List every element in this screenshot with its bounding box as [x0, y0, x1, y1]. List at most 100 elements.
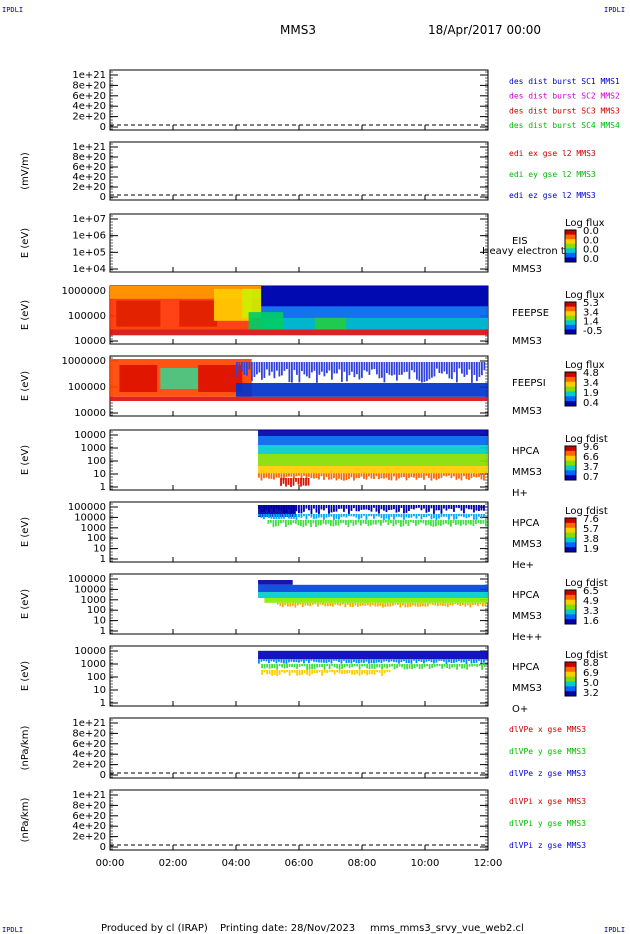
spectrogram-speckle: [383, 362, 386, 383]
spectrogram-speckle: [310, 659, 313, 661]
spectrogram-speckle: [375, 505, 378, 512]
spectrogram-speckle: [350, 520, 352, 523]
colorbar-segment: [565, 257, 576, 263]
spectrogram-speckle: [248, 362, 251, 370]
colorbar-segment: [565, 248, 576, 254]
spectrogram-speckle: [454, 602, 457, 605]
spectrogram-speckle: [400, 473, 403, 478]
spectrogram-speckle: [465, 505, 468, 509]
spectrogram-speckle: [400, 514, 403, 518]
spectrogram-speckle: [418, 362, 421, 381]
spectrogram-speckle: [458, 664, 461, 667]
spectrogram-speckle: [415, 505, 418, 509]
spectrogram-speckle: [296, 670, 298, 676]
colorbar-segment: [565, 391, 576, 397]
spectrogram-speckle: [391, 664, 393, 667]
spectrogram-speckle: [325, 659, 328, 664]
spectrogram-speckle: [343, 505, 345, 512]
spectrogram-block: [179, 300, 218, 327]
spectrogram-speckle: [258, 473, 260, 478]
colorbar-segment: [565, 599, 576, 606]
spectrogram-speckle: [341, 362, 343, 382]
spectrogram-speckle: [362, 520, 365, 524]
spectrogram-speckle: [453, 659, 455, 663]
spectrogram-speckle: [314, 602, 317, 605]
spectrogram-speckle: [480, 505, 483, 511]
spectrogram-speckle: [483, 659, 485, 663]
spectrogram-speckle: [297, 478, 300, 485]
spectrogram-speckle: [375, 514, 378, 517]
spectrogram-speckle: [366, 362, 368, 372]
y-tick-label: 0: [100, 192, 106, 203]
spectrogram-speckle: [416, 602, 419, 607]
instrument-label: MMS3: [512, 336, 542, 347]
spectrogram-speckle: [430, 473, 433, 481]
spectrogram-speckle: [442, 520, 445, 525]
spectrogram-speckle: [328, 505, 330, 514]
spectrogram-speckle: [480, 659, 483, 664]
spectrogram-speckle: [318, 664, 321, 668]
spectrogram-speckle: [453, 505, 455, 512]
spectrogram-speckle: [370, 514, 373, 517]
spectrogram-speckle: [448, 514, 450, 520]
y-tick-label: 100000: [68, 382, 106, 393]
spectrogram-speckle: [425, 514, 428, 518]
spectrogram-speckle: [363, 473, 365, 479]
spectrogram-speckle: [443, 659, 445, 662]
y-tick-label: 100: [87, 533, 106, 544]
spectrogram-speckle: [337, 520, 340, 526]
corner-label-top-right: IPDLI: [604, 6, 625, 14]
spectrogram-speckle: [328, 664, 331, 670]
spectrogram-speckle: [372, 520, 375, 525]
spectrogram-speckle: [282, 478, 285, 484]
spectrogram-speckle: [433, 514, 435, 519]
spectrogram-speckle: [339, 602, 342, 606]
spectrogram-speckle: [388, 362, 391, 375]
spectrogram-speckle: [390, 520, 392, 524]
colorbar-segment: [565, 320, 576, 326]
spectrogram-speckle: [441, 602, 444, 606]
colorbar-tick-label: 3.2: [583, 688, 599, 699]
colorbar-tick-label: 5.3: [583, 298, 599, 309]
spectrogram-speckle: [322, 520, 325, 524]
spectrogram-speckle: [435, 473, 438, 481]
spectrogram-speckle: [316, 602, 319, 607]
spectrogram-block: [119, 365, 158, 392]
x-tick-label: 06:00: [285, 858, 314, 869]
colorbar-segment: [565, 522, 576, 529]
spectrogram-speckle: [450, 473, 453, 479]
spectrogram-speckle: [318, 362, 321, 375]
corner-label-bottom-left: IPDLI: [2, 926, 23, 934]
spectrogram-speckle: [448, 362, 451, 379]
spectrogram-speckle: [425, 659, 428, 662]
spectrogram-speckle: [475, 659, 478, 663]
spectrogram-speckle: [393, 514, 395, 520]
spectrogram-speckle: [478, 514, 480, 517]
spectrogram-speckle: [294, 602, 297, 608]
spectrogram-speckle: [319, 602, 322, 605]
spectrogram-speckle: [321, 602, 324, 606]
spectrogram-speckle: [379, 602, 382, 606]
spectrogram-speckle: [308, 664, 311, 670]
spectrogram-speckle: [303, 505, 305, 512]
colorbar-tick-label: -0.5: [583, 326, 603, 337]
spectrogram-speckle: [329, 602, 332, 606]
spectrogram-speckle: [284, 602, 287, 606]
spectrogram-speckle: [313, 473, 315, 479]
spectrogram-speckle: [401, 602, 404, 606]
spectrogram-speckle: [376, 664, 378, 668]
spectrogram-speckle: [348, 670, 351, 674]
colorbar-segment: [565, 329, 576, 335]
colorbar-segment: [565, 446, 576, 452]
spectrogram-speckle: [353, 670, 356, 675]
spectrogram-speckle: [396, 602, 399, 605]
spectrogram-speckle: [361, 362, 363, 378]
spectrogram-speckle: [378, 670, 381, 673]
colorbar-tick-label: 1.4: [583, 317, 599, 328]
spectrogram-speckle: [301, 670, 303, 675]
footer-producer: Produced by cl (IRAP): [101, 923, 208, 934]
spectrogram-speckle: [425, 520, 427, 526]
